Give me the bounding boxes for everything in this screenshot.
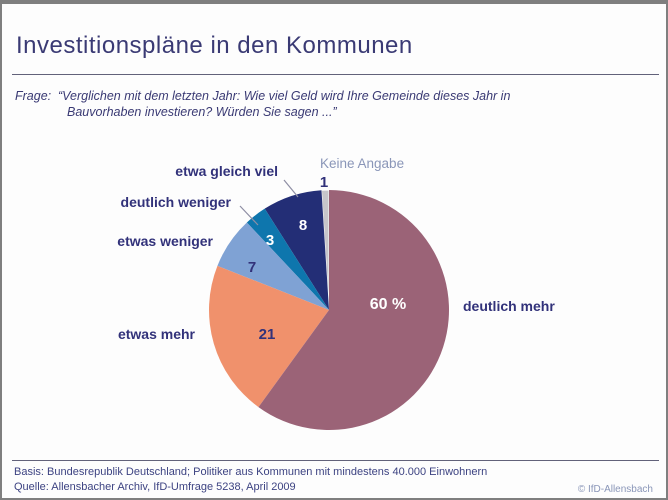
slice-label-etwas-mehr: etwas mehr: [117, 326, 195, 342]
slice-value-deutlich-mehr: 60 %: [369, 296, 407, 313]
footer-divider: [12, 460, 659, 461]
slice-label-etwas-weniger: etwas weniger: [117, 233, 213, 249]
pie-slice-etwas-mehr: [209, 265, 329, 408]
pie-slice-keine-angabe: [320, 189, 330, 311]
page-title: Investitionspläne in den Kommunen: [16, 32, 413, 59]
leader-line-deutlich-weniger: [239, 205, 259, 226]
question-line-2: Bauvorhaben investieren? Würden Sie sage…: [67, 104, 337, 119]
slice-value-etwas-mehr: 21: [258, 326, 276, 343]
footer-quelle: Quelle: Allensbacher Archiv, IfD-Umfrage…: [14, 481, 296, 493]
pie-slice-etwas-weniger: [217, 222, 329, 310]
slice-label-etwa-gleich-viel: etwa gleich viel: [175, 163, 278, 179]
pie-slice-etwa-gleich-viel: [264, 190, 329, 310]
title-divider: [12, 74, 659, 75]
pie-chart: etwa gleich viel Keine Angabe deutlich w…: [2, 4, 666, 498]
footer-basis: Basis: Bundesrepublik Deutschland; Polit…: [14, 466, 488, 478]
slice-label-deutlich-mehr: deutlich mehr: [463, 298, 555, 314]
slice-value-deutlich-weniger: 3: [265, 232, 275, 249]
question-label: Frage:: [15, 89, 52, 103]
pie-slice-deutlich-mehr: [258, 190, 450, 430]
question-text: “Verglichen mit dem letzten Jahr: Wie vi…: [58, 89, 510, 120]
pie-slice-deutlich-weniger: [246, 208, 329, 310]
question-block: Frage: “Verglichen mit dem letzten Jahr:…: [15, 89, 510, 120]
pie-svg: [209, 179, 450, 430]
slice-value-etwas-weniger: 7: [247, 259, 257, 276]
leader-line-etwa-gleich-viel: [283, 179, 299, 198]
slice-value-etwa-gleich-viel: 8: [298, 217, 308, 234]
copyright: © IfD-Allensbach: [577, 484, 653, 495]
question-line-1: “Verglichen mit dem letzten Jahr: Wie vi…: [58, 89, 511, 103]
slice-label-deutlich-weniger: deutlich weniger: [120, 194, 231, 210]
slice-value-keine-angabe: 1: [319, 174, 329, 191]
slice-label-keine-angabe: Keine Angabe: [320, 156, 405, 171]
